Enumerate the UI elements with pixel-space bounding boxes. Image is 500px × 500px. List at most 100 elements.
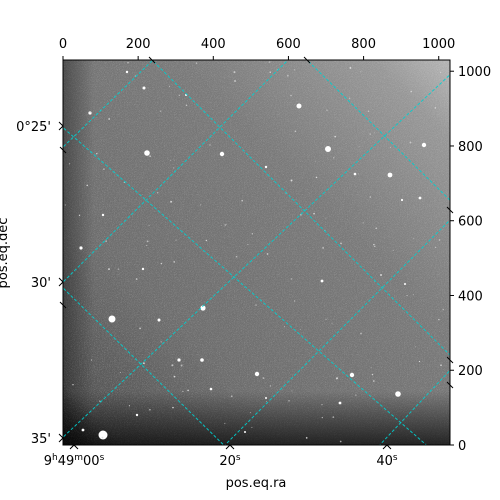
faint-star — [268, 61, 271, 63]
edge-tick — [148, 56, 156, 64]
top-tick-label: 0 — [59, 37, 67, 52]
ra-unit-sup: m — [74, 453, 83, 463]
star — [200, 358, 204, 362]
coordinate-grid — [63, 60, 450, 445]
x-axis-label: pos.eq.ra — [226, 476, 287, 491]
faint-star — [86, 184, 88, 187]
faint-star — [290, 278, 293, 280]
star — [135, 413, 139, 417]
faint-star — [369, 196, 372, 198]
faint-star — [64, 204, 66, 206]
faint-star — [340, 242, 342, 245]
ra-unit-sup: s — [100, 453, 105, 463]
right-tick-label: 200 — [458, 364, 483, 379]
faint-star — [373, 243, 375, 246]
faint-star — [374, 245, 376, 248]
faint-star — [370, 367, 372, 369]
faint-star — [442, 308, 445, 311]
star — [254, 371, 260, 377]
faint-star — [375, 227, 377, 230]
faint-star — [234, 80, 236, 82]
faint-star — [251, 426, 253, 428]
faint-star — [334, 135, 337, 138]
faint-star — [148, 224, 150, 226]
faint-star — [105, 240, 107, 242]
faint-star — [108, 118, 111, 120]
faint-star — [135, 278, 138, 280]
dec-tick — [58, 433, 64, 443]
faint-star — [262, 377, 265, 379]
right-tick-label: 400 — [458, 289, 483, 304]
star — [200, 305, 206, 311]
grid-line — [151, 60, 450, 356]
faint-star — [434, 246, 437, 249]
ra-value: 49 — [58, 454, 75, 469]
faint-star — [293, 300, 296, 302]
faint-star — [72, 384, 74, 386]
dec-tick-label: 30' — [31, 276, 51, 291]
faint-star — [235, 255, 238, 258]
faint-star — [410, 90, 412, 93]
faint-star — [149, 408, 151, 411]
ra-tick — [382, 444, 392, 450]
star — [404, 283, 406, 285]
faint-star — [146, 240, 149, 243]
faint-star — [89, 111, 91, 114]
ra-value: 00 — [83, 454, 100, 469]
grid-line — [63, 60, 289, 283]
ra-unit-sup: s — [236, 453, 241, 463]
faint-star — [339, 440, 342, 443]
faint-star — [96, 152, 98, 155]
faint-star — [159, 110, 162, 112]
star — [387, 172, 393, 178]
axis-ticks: 0 200 400 600 800 1000020040060080010009h49m0… — [16, 37, 491, 469]
dec-tick — [58, 121, 64, 131]
dec-tick-label: 0°25' — [16, 120, 51, 135]
grid-line — [306, 60, 450, 201]
faint-star — [389, 146, 391, 148]
faint-star — [286, 74, 289, 77]
faint-star — [180, 364, 183, 367]
star — [125, 70, 129, 74]
faint-star — [290, 179, 293, 182]
faint-star — [290, 94, 292, 97]
grid-line — [63, 287, 225, 445]
star — [265, 397, 267, 399]
edge-tick — [59, 146, 67, 154]
faint-star — [331, 322, 333, 324]
ra-tick — [225, 444, 235, 450]
faint-star — [313, 212, 315, 215]
faint-star — [127, 61, 129, 64]
ra-value: 9 — [44, 454, 52, 469]
stars-layer — [64, 61, 445, 443]
faint-star — [321, 404, 323, 406]
star — [141, 267, 145, 271]
grid-line — [63, 73, 450, 438]
faint-star — [392, 249, 394, 251]
grid-line — [379, 369, 450, 445]
faint-star — [224, 422, 226, 425]
edge-tick — [446, 356, 454, 364]
faint-star — [293, 69, 296, 71]
top-tick-label: 600 — [276, 37, 301, 52]
top-tick-label: 800 — [351, 37, 376, 52]
faint-star — [315, 176, 318, 179]
ra-value: 40 — [376, 454, 393, 469]
faint-star — [149, 155, 151, 157]
faint-star — [226, 223, 228, 225]
faint-star — [358, 146, 360, 148]
faint-star — [209, 144, 211, 146]
faint-star — [142, 362, 145, 365]
faint-star — [182, 390, 184, 392]
star — [338, 401, 342, 405]
faint-star — [255, 304, 257, 306]
faint-star — [172, 406, 174, 409]
star — [418, 196, 422, 200]
grid-line — [63, 126, 428, 445]
star — [142, 86, 146, 90]
faint-star — [413, 238, 415, 240]
star — [395, 391, 401, 397]
faint-star — [367, 110, 370, 112]
faint-star — [146, 244, 148, 246]
